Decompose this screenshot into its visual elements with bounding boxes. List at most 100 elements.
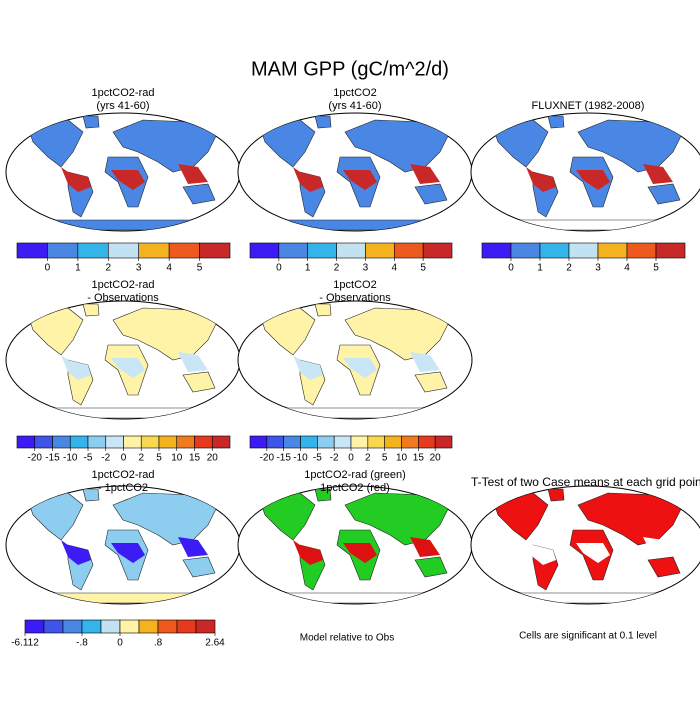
map: [237, 485, 473, 605]
note: Cells are significant at 0.1 level: [519, 631, 657, 642]
panel-title: - 1pctCO2: [98, 482, 148, 494]
colorbar-box: [307, 242, 337, 259]
panel-title: (yrs 41-60): [96, 100, 149, 112]
colorbar-box: [62, 619, 83, 634]
colorbar-box: [168, 242, 200, 259]
colorbar-box: [199, 242, 231, 259]
colorbar-label: -5: [84, 453, 93, 464]
colorbar-box: [176, 435, 195, 449]
colorbar-box: [401, 435, 419, 449]
colorbar: 0 1 2 3 4 5: [16, 242, 231, 274]
colorbar-box: [69, 435, 89, 449]
map: [5, 300, 241, 420]
colorbar-box: [597, 242, 628, 259]
colorbar-box: [105, 435, 124, 449]
colorbar-label: 3: [136, 263, 142, 274]
colorbar-label: 5: [653, 263, 659, 274]
colorbar-label: 4: [392, 263, 398, 274]
colorbar-label: .8: [154, 638, 163, 649]
colorbar-box: [655, 242, 686, 259]
colorbar-box: [176, 619, 197, 634]
colorbar-box: [365, 242, 395, 259]
colorbar-label: 20: [430, 453, 442, 464]
colorbar-box: [336, 242, 366, 259]
colorbar-box: [350, 435, 369, 449]
colorbar-label: 2: [106, 263, 112, 274]
colorbar-label: 5: [382, 453, 388, 464]
colorbar-box: [34, 435, 53, 449]
colorbar-label: 15: [413, 453, 425, 464]
colorbar-box: [539, 242, 570, 259]
antarctica: [507, 219, 669, 231]
colorbar-box: [211, 435, 231, 449]
colorbar-box: [123, 435, 142, 449]
colorbar-box: [422, 242, 453, 259]
colorbar: -20 -15 -10 -5 -2 0 2 5 10 15 20: [249, 435, 453, 464]
colorbar-box: [384, 435, 402, 449]
colorbar-box: [333, 435, 352, 449]
colorbar-label: -10: [293, 453, 308, 464]
panel-title: 1pctCO2-rad (green): [304, 469, 406, 481]
antarctica: [507, 592, 669, 604]
map: [237, 300, 473, 420]
colorbar-label: -10: [63, 453, 78, 464]
colorbar-label: 2: [365, 453, 371, 464]
panel-title: 1pctCO2-rad: [92, 469, 155, 481]
map: [470, 485, 700, 605]
colorbar-label: 1: [75, 263, 81, 274]
colorbar-label: 0: [117, 638, 123, 649]
colorbar-box: [119, 619, 140, 634]
colorbar-label: 4: [166, 263, 172, 274]
colorbar-label: 1: [537, 263, 543, 274]
colorbar-label: -.8: [76, 638, 88, 649]
panel-title: 1pctCO2 (red): [320, 482, 390, 494]
panel-title: FLUXNET (1982-2008): [532, 100, 645, 112]
colorbar-label: -2: [330, 453, 339, 464]
map: [237, 112, 473, 232]
colorbar-label: 3: [595, 263, 601, 274]
map: [5, 112, 241, 232]
colorbar-box: [249, 435, 268, 449]
colorbar-label: 2: [566, 263, 572, 274]
panel-title: T-Test of two Case means at each grid po…: [471, 475, 700, 489]
colorbar-box: [47, 242, 79, 259]
colorbar-label: -15: [276, 453, 291, 464]
colorbar-label: -20: [28, 453, 43, 464]
panel-title: 1pctCO2-rad: [92, 279, 155, 291]
colorbar-box: [87, 435, 107, 449]
colorbar-label: 0: [121, 453, 127, 464]
antarctica: [42, 407, 204, 419]
colorbar-box: [24, 619, 45, 634]
colorbar-label: 20: [207, 453, 219, 464]
colorbar-box: [283, 435, 301, 449]
antarctica: [274, 219, 436, 231]
colorbar-box: [100, 619, 121, 634]
panel-title: 1pctCO2: [333, 279, 376, 291]
colorbar-label: 4: [624, 263, 630, 274]
panel-title: - Observations: [87, 292, 159, 304]
colorbar-label: 3: [363, 263, 369, 274]
colorbar-label: 10: [171, 453, 183, 464]
colorbar-box: [77, 242, 109, 259]
antarctica: [42, 219, 204, 231]
colorbar-box: [138, 242, 170, 259]
colorbar-box: [249, 242, 280, 259]
colorbar-box: [52, 435, 71, 449]
panel-title: - Observations: [319, 292, 391, 304]
colorbar-box: [43, 619, 64, 634]
map: [470, 112, 700, 232]
colorbar-label: 1: [305, 263, 311, 274]
colorbar-box: [194, 435, 213, 449]
colorbar-box: [195, 619, 216, 634]
colorbar-box: [393, 242, 424, 259]
colorbar-label: 10: [396, 453, 408, 464]
colorbar-box: [367, 435, 385, 449]
colorbar-label: 0: [508, 263, 514, 274]
note: Model relative to Obs: [300, 633, 395, 644]
colorbar-box: [81, 619, 102, 634]
colorbar-label: 5: [197, 263, 203, 274]
colorbar-box: [140, 435, 160, 449]
colorbar-label: 2: [138, 453, 144, 464]
colorbar-box: [157, 619, 178, 634]
colorbar-label: 0: [276, 263, 282, 274]
